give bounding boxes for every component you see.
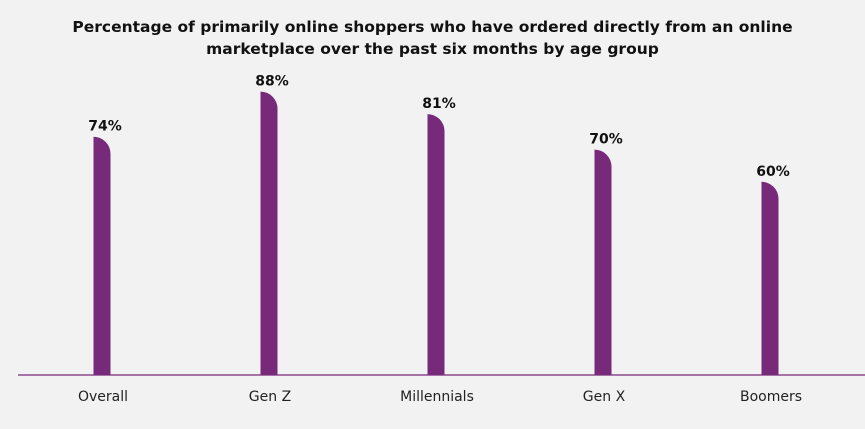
bar-millennials [427, 114, 445, 376]
value-label: 70% [589, 132, 623, 148]
value-label: 81% [422, 96, 456, 112]
value-label: 60% [756, 164, 790, 180]
tick-label: Gen Z [249, 389, 291, 405]
value-label: 88% [255, 74, 289, 90]
value-labels-group: 74% 88% 81% 70% 60% [88, 74, 790, 180]
bar-overall [93, 136, 111, 375]
tick-label: Millennials [400, 389, 474, 405]
chart-title: Percentage of primarily online shoppers … [72, 18, 793, 58]
tick-label: Overall [78, 389, 128, 405]
tick-labels-group: Overall Gen Z Millennials Gen X Boomers [78, 389, 802, 405]
tick-label: Gen X [583, 389, 626, 405]
tick-label: Boomers [740, 389, 802, 405]
value-label: 74% [88, 119, 122, 135]
bars-group [93, 91, 779, 376]
bar-boomers [761, 181, 779, 375]
bar-gen-x [594, 149, 612, 375]
bar-gen-z [260, 91, 278, 375]
